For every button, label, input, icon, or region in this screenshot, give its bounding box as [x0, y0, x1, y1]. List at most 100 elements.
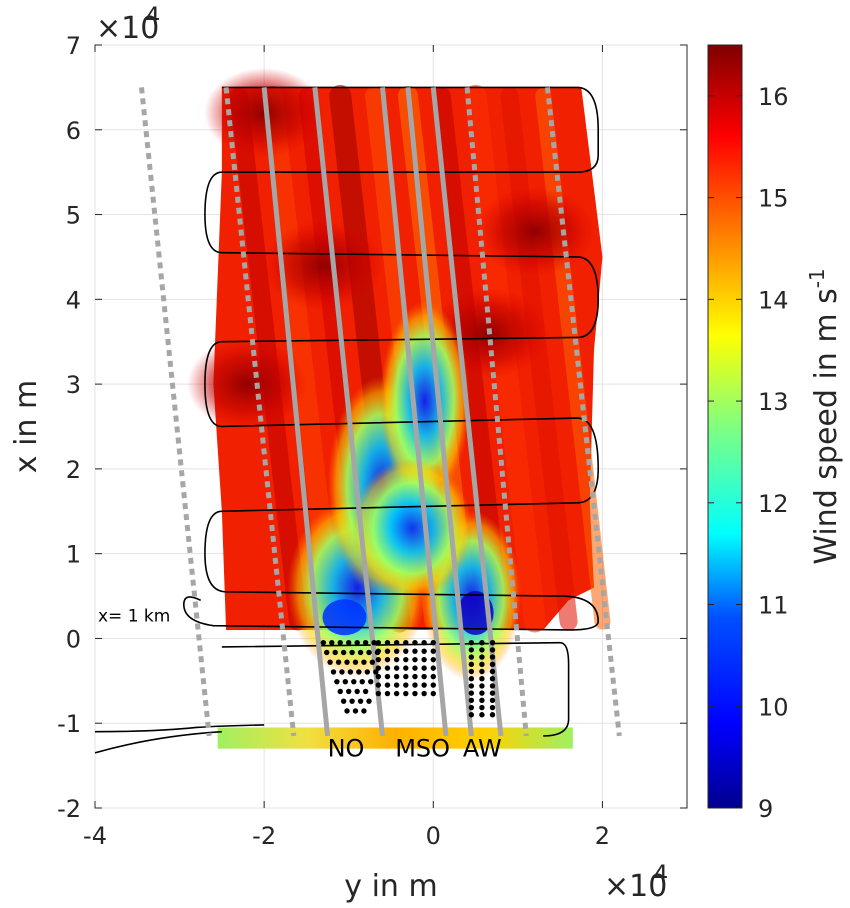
turbine-mso — [421, 639, 427, 646]
turbine-aw — [468, 661, 475, 668]
flight-track-lower — [221, 641, 570, 737]
reference-line-dashed — [544, 87, 622, 737]
annotations: x= 1 km NO MSO AW — [98, 606, 502, 762]
turbine-mso — [412, 682, 418, 688]
turbine-no — [356, 669, 362, 675]
turbine-no — [329, 639, 335, 646]
turbine-no — [368, 678, 374, 685]
flight-track-inbound-1 — [95, 724, 265, 733]
turbine-no — [347, 669, 354, 675]
y-tick-label: 4 — [66, 286, 81, 314]
turbine-mso — [375, 682, 382, 688]
colorbar-tick-label: 15 — [758, 185, 789, 213]
colorbar-tick-label: 12 — [758, 490, 789, 518]
x-axis-exponent-power: 4 — [653, 860, 668, 888]
x-axis-exponent: ×10 — [604, 869, 667, 904]
turbine-mso — [412, 673, 418, 680]
turbine-aw — [489, 704, 496, 711]
heatmap-minimum — [322, 599, 367, 636]
turbine-aw — [468, 683, 475, 689]
y-tick-label: 7 — [66, 32, 81, 60]
turbine-no — [349, 649, 355, 656]
colorbar: 9 10 11 12 13 14 15 16 Wind speed in m s-1 — [707, 44, 844, 823]
turbine-mso — [403, 639, 409, 646]
flight-track-upper — [182, 86, 600, 631]
turbine-no — [361, 708, 367, 714]
y-tick-label: -2 — [57, 795, 81, 823]
turbine-mso — [412, 656, 418, 663]
turbine-mso — [375, 673, 382, 680]
y-tick-label: 3 — [66, 371, 81, 399]
y-tick-label: -1 — [57, 710, 81, 738]
heatmap-maximum — [187, 339, 308, 430]
turbine-aw — [468, 647, 475, 653]
turbine-no — [362, 688, 369, 695]
y-axis-exponent: ×10 — [96, 11, 159, 46]
colorbar-tick-label: 14 — [758, 286, 789, 314]
colorbar-tick-label: 13 — [758, 388, 789, 416]
reference-line-dashed — [464, 87, 529, 737]
colorbar-label-superscript: -1 — [805, 268, 829, 288]
colorbar-tick-label: 11 — [758, 592, 789, 620]
annotation-distance: x= 1 km — [98, 606, 170, 626]
y-tick-label: 6 — [66, 117, 81, 145]
turbine-aw — [479, 661, 485, 668]
turbine-mso — [430, 673, 436, 680]
colorbar-tick-label: 10 — [758, 693, 789, 721]
annotation-site-label: NO — [328, 735, 365, 763]
turbine-mso — [430, 656, 436, 663]
turbine-aw — [489, 639, 496, 646]
turbine-aw — [489, 712, 496, 718]
turbine-mso — [421, 656, 427, 663]
turbine-mso — [384, 682, 391, 688]
turbine-no — [371, 639, 377, 646]
turbine-aw — [489, 661, 496, 668]
turbine-mso — [393, 682, 400, 688]
turbine-mso — [412, 639, 418, 646]
turbine-mso — [384, 639, 391, 646]
turbine-aw — [489, 676, 496, 682]
turbine-mso — [375, 665, 382, 671]
turbine-no — [344, 708, 350, 714]
reference-line-dashed — [139, 87, 212, 737]
turbine-no — [337, 639, 343, 646]
turbine-no — [344, 659, 350, 665]
turbine-no — [366, 698, 372, 704]
turbine-no — [359, 678, 365, 685]
turbine-no — [330, 669, 337, 675]
turbine-no — [366, 649, 372, 656]
turbine-mso — [421, 673, 427, 680]
turbine-mso — [403, 673, 409, 680]
turbine-aw — [479, 712, 485, 718]
x-tick-label: 0 — [426, 822, 441, 850]
x-tick-label: -4 — [83, 822, 107, 850]
turbine-aw — [468, 697, 475, 704]
turbine-no — [349, 698, 355, 704]
turbine-mso — [393, 673, 400, 680]
flight-track — [95, 86, 622, 754]
turbine-no — [342, 678, 349, 685]
turbine-aw — [468, 704, 475, 711]
turbine-mso — [375, 690, 382, 697]
turbine-mso — [375, 639, 382, 646]
turbine-no — [340, 649, 347, 656]
heatmap-streak — [535, 87, 611, 630]
turbine-aw — [489, 697, 496, 704]
turbine-no — [346, 688, 352, 695]
turbine-mso — [430, 682, 436, 688]
turbine-mso — [403, 656, 409, 663]
heatmap-maximum — [263, 220, 384, 311]
x-tick-label: -2 — [252, 822, 276, 850]
turbine-no — [327, 659, 333, 665]
turbine-mso — [375, 656, 382, 663]
wake-axis-line — [261, 87, 331, 737]
x-tick-label: 2 — [595, 822, 610, 850]
turbine-mso — [384, 690, 391, 697]
wake-axis-line — [430, 87, 504, 737]
turbine-no — [339, 669, 345, 675]
turbine-aw — [479, 676, 485, 682]
turbine-no — [354, 639, 360, 646]
turbine-no — [361, 659, 367, 665]
turbine-no — [369, 659, 376, 665]
